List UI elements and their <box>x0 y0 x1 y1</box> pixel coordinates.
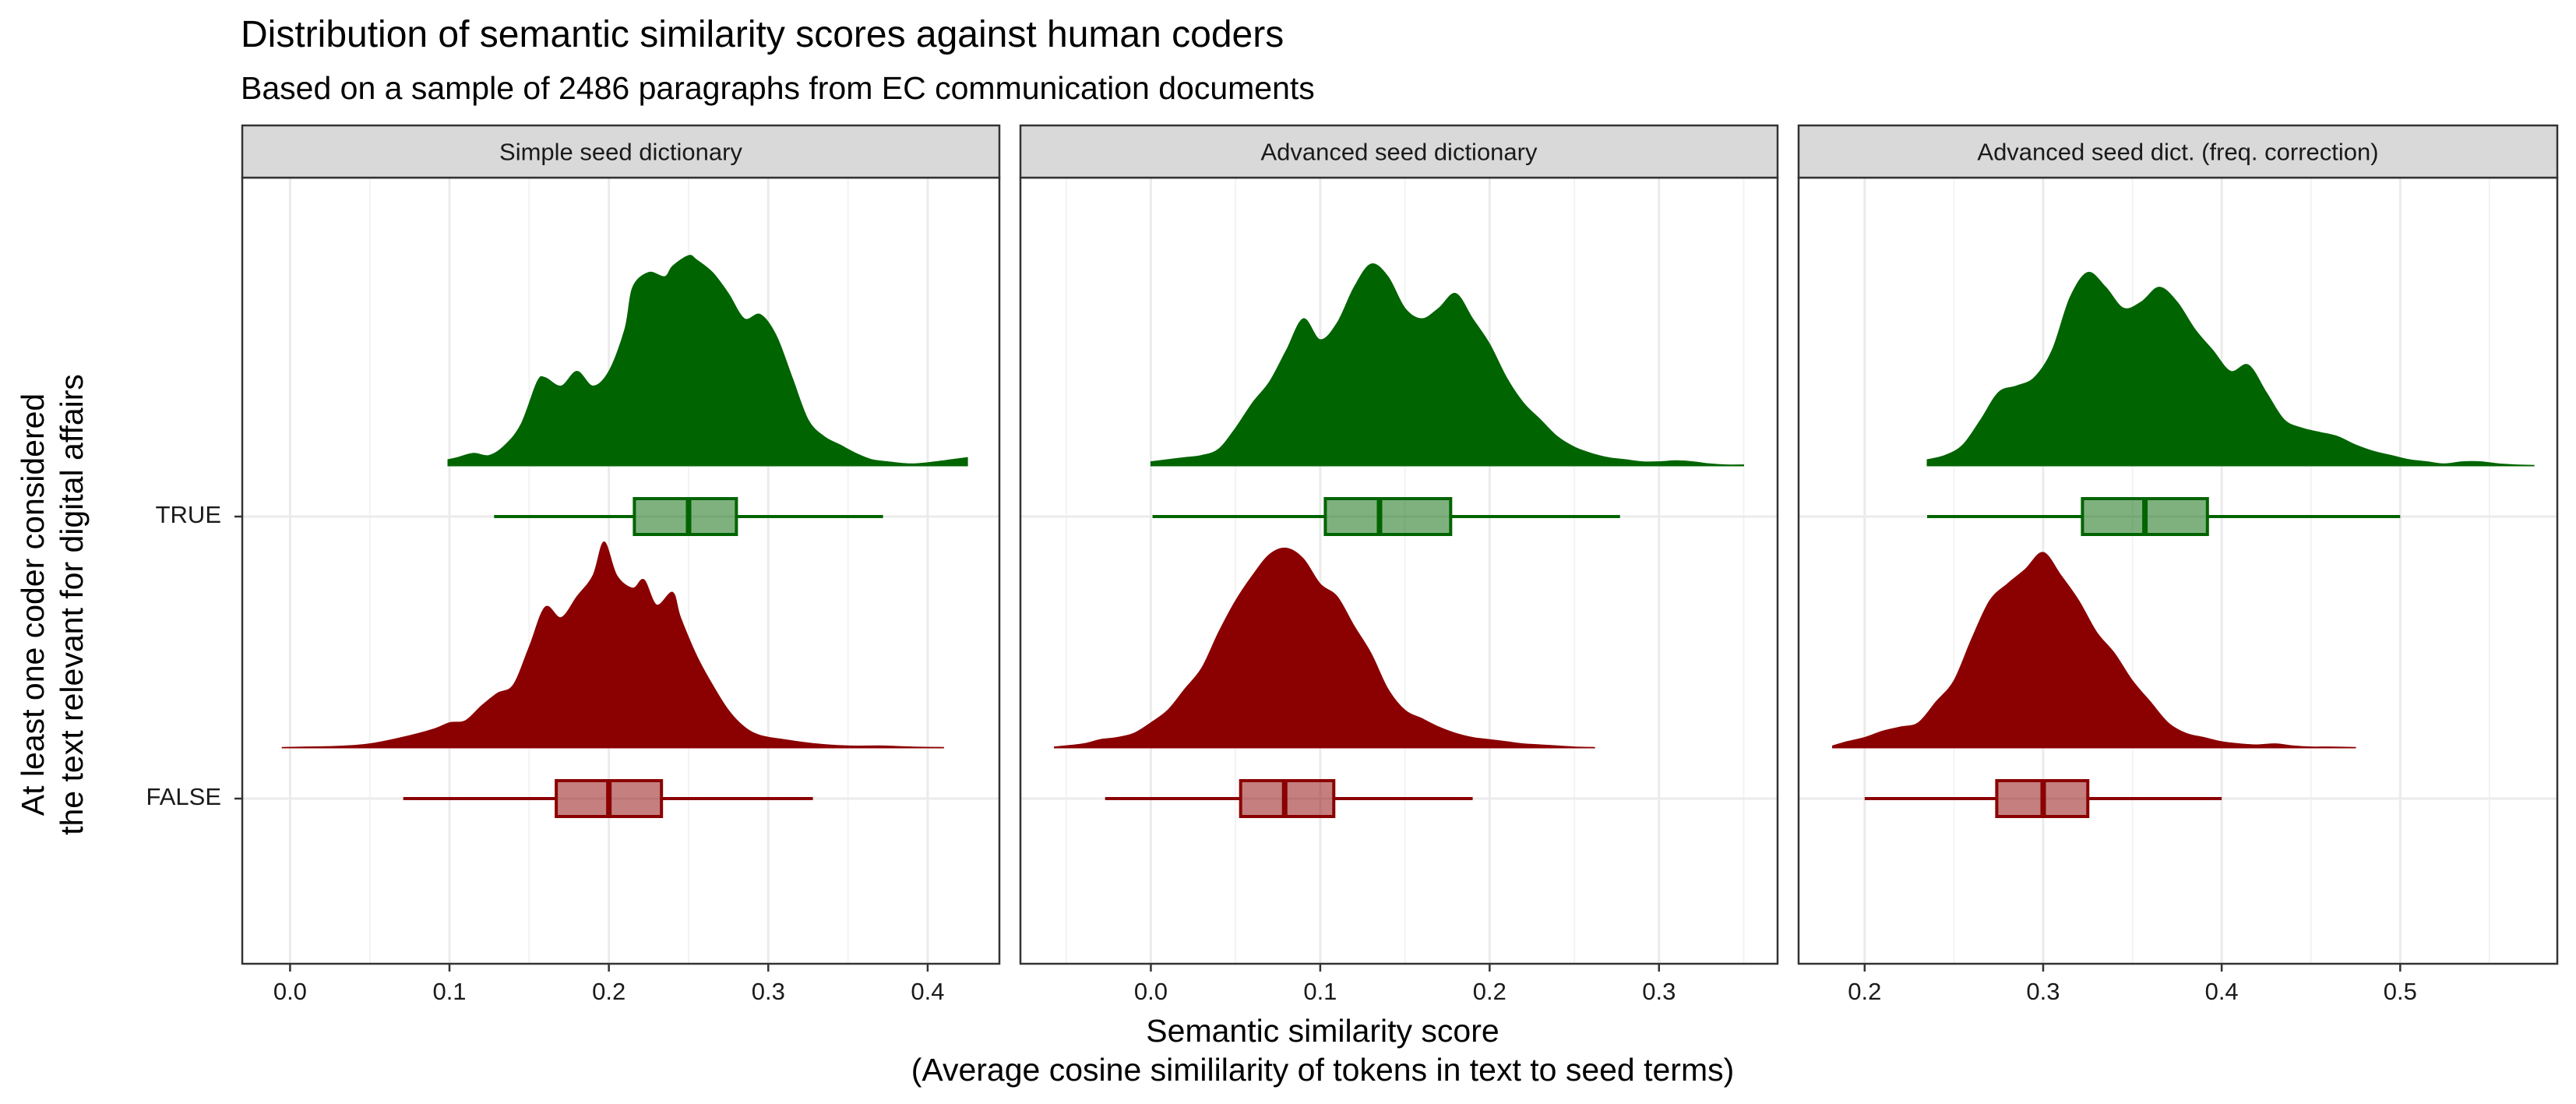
y-tick-label-false: FALSE <box>146 783 222 810</box>
x-tick-label: 0.2 <box>1848 978 1881 1005</box>
x-tick-label: 0.0 <box>273 978 307 1005</box>
x-axis-title-line2: (Average cosine simililarity of tokens i… <box>911 1052 1735 1088</box>
facet-strip <box>1797 124 2559 179</box>
facet-strip <box>241 124 1001 179</box>
chart-title: Distribution of semantic similarity scor… <box>241 14 1284 55</box>
box-iqr-true <box>1323 497 1453 536</box>
panel-background <box>1799 178 2557 964</box>
density-ridge-true <box>1926 271 2535 467</box>
facet-strip-label: Simple seed dictionary <box>499 139 742 166</box>
facet-panel-3: Advanced seed dict. (freq. correction) 0.… <box>1797 124 2559 1005</box>
box-iqr-true <box>633 497 738 536</box>
facet-strip-label: Advanced seed dict. (freq. correction) <box>1977 139 2378 166</box>
x-tick-label: 0.4 <box>2205 978 2239 1005</box>
y-axis-title-line1: At least one coder considered <box>15 393 51 816</box>
facet-panel-1: Simple seed dictionary 0.0 0.1 0.2 0.3 0.4 <box>241 124 1001 1005</box>
x-tick-label: 0.2 <box>592 978 625 1005</box>
density-ridge-true <box>1150 263 1744 467</box>
x-tick-label: 0.3 <box>752 978 785 1005</box>
x-tick-label: 0.1 <box>432 978 466 1005</box>
x-axis-title-line1: Semantic similarity score <box>1146 1013 1499 1049</box>
x-tick-label: 0.1 <box>1303 978 1337 1005</box>
density-ridge-true <box>447 255 968 467</box>
facet-strip <box>1019 124 1779 179</box>
density-ridge-false <box>1832 552 2356 749</box>
y-axis-title: At least one coder considered the text r… <box>15 374 90 835</box>
chart-subtitle: Based on a sample of 2486 paragraphs fro… <box>241 70 1315 106</box>
x-tick-label: 0.3 <box>1642 978 1676 1005</box>
panel-background <box>242 178 999 964</box>
density-ridge-false <box>1054 547 1595 749</box>
panel-background <box>1020 178 1778 964</box>
x-tick-label: 0.4 <box>911 978 944 1005</box>
x-tick-label: 0.5 <box>2384 978 2417 1005</box>
x-tick-label: 0.3 <box>2026 978 2060 1005</box>
x-tick-label: 0.2 <box>1473 978 1506 1005</box>
density-ridge-false <box>281 541 944 749</box>
x-tick-label: 0.0 <box>1134 978 1168 1005</box>
facet-panel-2: Advanced seed dictionary 0.0 0.1 0.2 0.3 <box>1019 124 1779 1005</box>
facet-strip-label: Advanced seed dictionary <box>1260 139 1538 166</box>
y-tick-label-true: TRUE <box>156 501 221 528</box>
y-axis-title-line2: the text relevant for digital affairs <box>54 374 90 835</box>
